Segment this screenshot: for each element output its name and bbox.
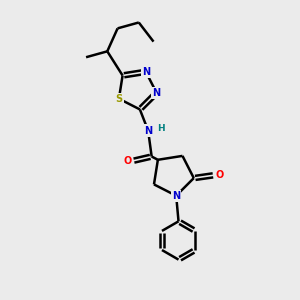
- Text: N: N: [172, 191, 180, 201]
- Text: H: H: [157, 124, 164, 133]
- Text: S: S: [115, 94, 122, 104]
- Text: N: N: [142, 67, 150, 77]
- Text: N: N: [144, 126, 152, 136]
- Text: N: N: [152, 88, 160, 98]
- Text: O: O: [123, 156, 131, 166]
- Text: O: O: [216, 170, 224, 180]
